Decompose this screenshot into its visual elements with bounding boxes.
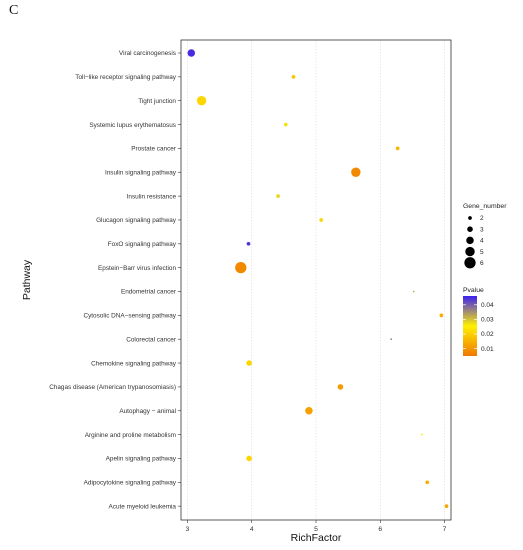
size-legend-dot [467,226,473,232]
size-legend-label: 4 [480,238,484,245]
y-tick-label: Glucagon signaling pathway [96,217,177,224]
color-legend-label: 0.04 [481,302,494,309]
data-point [395,146,400,151]
data-point [412,290,415,293]
data-point [439,313,444,318]
y-tick-label: Tight junction [138,98,176,105]
size-legend-label: 5 [480,249,484,256]
color-legend-title: Pvalue [463,287,484,294]
y-tick-label: Chemokine signaling pathway [91,360,177,367]
y-tick-label: Insulin signaling pathway [105,169,177,176]
data-point [425,480,430,485]
color-legend-label: 0.03 [481,317,494,324]
y-tick-label: Apelin signaling pathway [106,456,177,463]
size-legend-label: 6 [480,260,484,267]
data-point [246,360,252,366]
color-legend-label: 0.02 [481,331,494,338]
y-tick-label: Colorectal cancer [126,336,177,343]
color-legend-bar [463,296,477,356]
x-tick-label: 7 [443,526,447,533]
x-tick-label: 6 [378,526,382,533]
y-tick-label: Chagas disease (American trypanosomiasis… [49,384,176,391]
y-axis-title: Pathway [21,259,33,300]
y-tick-label: Arginine and proline metabolism [85,432,176,439]
size-legend-label: 3 [480,226,484,233]
data-point [351,167,361,177]
y-tick-label: Cytosolic DNA−sensing pathway [83,313,176,320]
data-point [235,262,247,274]
size-legend-dot [466,236,474,245]
y-tick-label: Endometrial cancer [121,289,177,296]
x-axis-title: RichFactor [291,532,342,544]
data-point [283,122,288,127]
legend: Gene_number 2 3 4 5 6 Pvalue 0.04 0.03 0.02 0.01 [463,203,507,356]
size-legend-title: Gene_number [463,203,507,210]
y-tick-label: Viral carcinogenesis [119,50,176,57]
y-tick-label: FoxO signaling pathway [108,241,177,248]
y-tick-label: Systemic lupus erythematosus [89,122,176,129]
data-point [187,49,196,57]
data-point [390,338,393,341]
data-point [276,194,280,198]
data-point [291,75,296,79]
size-legend-dot [465,246,475,257]
y-tick-label: Insulin resistance [127,193,177,200]
data-point [421,433,423,436]
data-point [319,218,323,222]
x-tick-label: 4 [250,526,254,533]
data-point [305,407,313,415]
x-tick-label: 3 [186,526,190,533]
x-tick-label: 5 [314,526,318,533]
y-tick-label: Toll−like receptor signaling pathway [75,74,177,81]
y-tick-label: Acute myeloid leukemia [109,503,177,510]
size-legend-dot [468,216,472,220]
y-tick-label: Prostate cancer [131,146,177,153]
plot-area: Viral carcinogenesis Toll−like receptor s… [21,39,452,544]
y-tick-label: Autophagy − animal [119,408,176,415]
data-point [196,96,207,106]
y-tick-label: Adipocytokine signaling pathway [84,480,177,487]
size-legend-dot [464,257,476,269]
data-point [246,455,252,462]
size-legend-label: 2 [480,215,484,222]
data-point [246,241,251,246]
data-point [444,504,449,508]
y-tick-label: Epstein−Barr virus infection [98,265,176,272]
data-point [337,384,344,390]
panel-label: C [9,3,19,18]
color-legend-label: 0.01 [481,346,494,353]
